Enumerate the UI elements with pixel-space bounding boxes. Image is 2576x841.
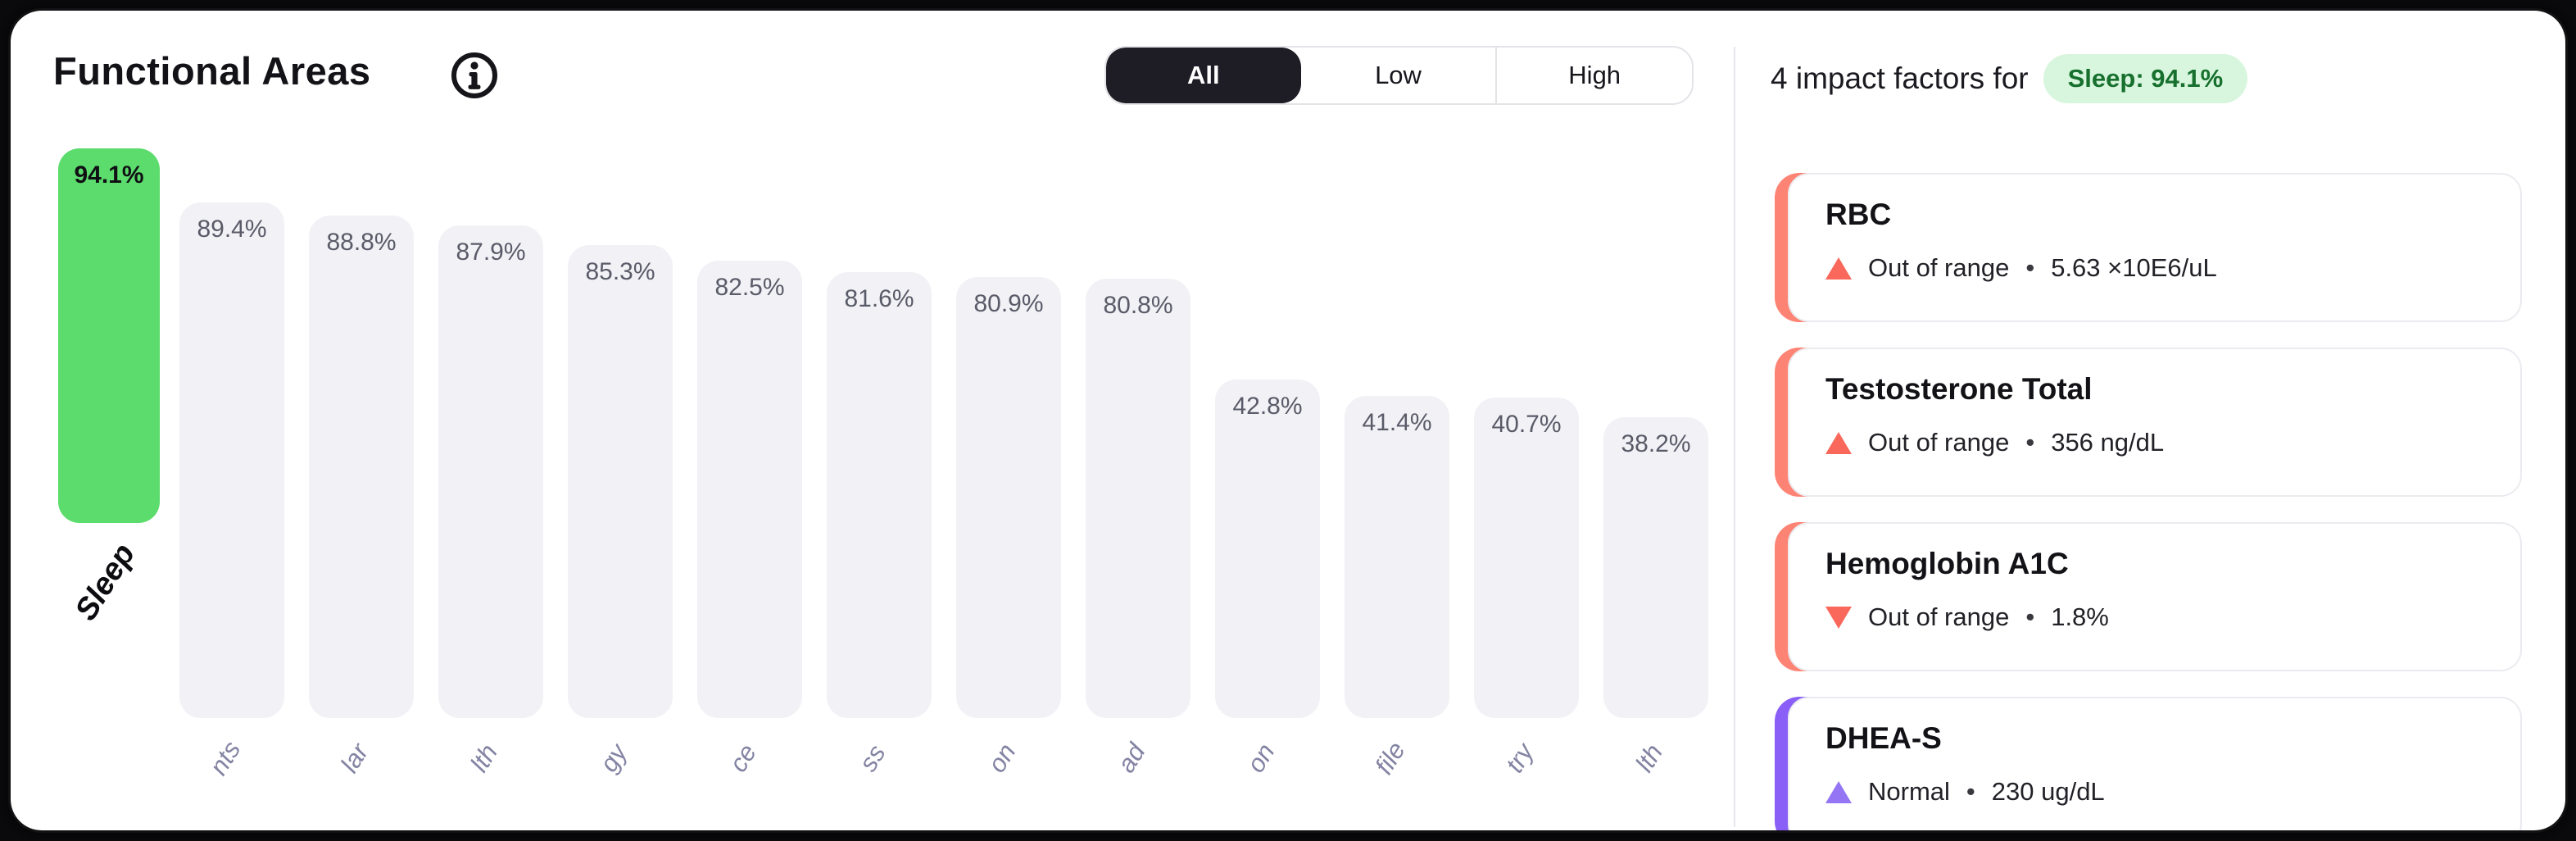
factor-status: Out of range bbox=[1868, 428, 2010, 457]
bar-value-label: 87.9% bbox=[456, 239, 526, 266]
bar-value-label: 40.7% bbox=[1491, 411, 1562, 438]
bar-value-label: 80.8% bbox=[1103, 292, 1173, 319]
impact-factor-card-testosterone-total[interactable]: Testosterone Total Out of range • 356 ng/dL bbox=[1775, 348, 2522, 497]
bar-lth[interactable]: 87.9% bbox=[438, 225, 543, 718]
factor-name: RBC bbox=[1825, 198, 1892, 231]
bar-value-label: 94.1% bbox=[74, 161, 144, 189]
triangle-up-icon bbox=[1825, 780, 1852, 803]
page-title: Functional Areas bbox=[53, 49, 371, 93]
selected-area-badge: Sleep: 94.1% bbox=[2043, 54, 2248, 103]
bar-category-label: on bbox=[1240, 738, 1281, 778]
impact-factor-card-hemoglobin-a1c[interactable]: Hemoglobin A1C Out of range • 1.8% bbox=[1775, 522, 2522, 671]
bar-category-label: gy bbox=[594, 739, 633, 777]
impact-factor-card-body: RBC Out of range • 5.63 ×10E6/uL bbox=[1788, 173, 2522, 322]
bullet-separator: • bbox=[2025, 602, 2035, 631]
vertical-divider bbox=[1734, 47, 1735, 827]
bar-file[interactable]: 41.4% bbox=[1345, 396, 1449, 718]
main-panel: Functional Areas All Low High 94.1% Sleep 89… bbox=[11, 11, 2565, 830]
bar-ad[interactable]: 80.8% bbox=[1086, 279, 1190, 718]
factor-name: Testosterone Total bbox=[1825, 372, 2093, 406]
bar-value-label: 42.8% bbox=[1232, 393, 1303, 420]
factor-status: Out of range bbox=[1868, 602, 2010, 631]
bar-lar[interactable]: 88.8% bbox=[309, 216, 414, 718]
bar-category-label: ce bbox=[723, 739, 763, 777]
bar-category-label: ss bbox=[853, 739, 891, 777]
bar-category-label: nts bbox=[203, 735, 247, 780]
bar-gy[interactable]: 85.3% bbox=[568, 245, 673, 718]
bar-value-label: 89.4% bbox=[197, 216, 267, 243]
info-icon[interactable] bbox=[451, 52, 498, 99]
bar-category-label: lar bbox=[334, 738, 374, 778]
impact-factor-card-rbc[interactable]: RBC Out of range • 5.63 ×10E6/uL bbox=[1775, 173, 2522, 322]
factor-value: 230 ug/dL bbox=[1991, 777, 2105, 806]
triangle-up-icon bbox=[1825, 257, 1852, 280]
factor-status-row: Normal • 230 ug/dL bbox=[1825, 777, 2520, 807]
impact-panel-heading: 4 impact factors for Sleep: 94.1% bbox=[1771, 53, 2248, 104]
bar-on[interactable]: 80.9% bbox=[956, 277, 1061, 718]
toggle-option-all[interactable]: All bbox=[1106, 48, 1301, 103]
toggle-option-low[interactable]: Low bbox=[1300, 48, 1498, 103]
bar-value-label: 80.9% bbox=[973, 290, 1044, 317]
factor-status-row: Out of range • 1.8% bbox=[1825, 602, 2520, 632]
factor-status-row: Out of range • 5.63 ×10E6/uL bbox=[1825, 253, 2520, 283]
bar-value-label: 81.6% bbox=[844, 285, 914, 312]
bar-nts[interactable]: 89.4% bbox=[179, 202, 284, 718]
factor-value: 5.63 ×10E6/uL bbox=[2051, 253, 2217, 282]
bar-category-label: lth bbox=[465, 739, 504, 777]
impact-factor-card-dhea-s[interactable]: DHEA-S Normal • 230 ug/dL bbox=[1775, 697, 2522, 830]
bar-value-label: 38.2% bbox=[1621, 430, 1691, 457]
factor-name: DHEA-S bbox=[1825, 721, 1942, 755]
factor-status: Normal bbox=[1868, 777, 1950, 806]
factor-value: 1.8% bbox=[2051, 602, 2109, 631]
toggle-option-high[interactable]: High bbox=[1497, 48, 1692, 103]
impact-factor-card-body: Hemoglobin A1C Out of range • 1.8% bbox=[1788, 522, 2522, 671]
bar-category-label: on bbox=[982, 738, 1022, 778]
bar-category-label: try bbox=[1499, 738, 1540, 778]
bar-value-label: 82.5% bbox=[714, 274, 785, 301]
bullet-separator: • bbox=[2025, 253, 2035, 282]
factor-status-row: Out of range • 356 ng/dL bbox=[1825, 428, 2520, 457]
bar-category-label: lth bbox=[1630, 739, 1669, 777]
range-filter-toggle: All Low High bbox=[1104, 46, 1694, 105]
impact-factor-card-body: DHEA-S Normal • 230 ug/dL bbox=[1788, 697, 2522, 830]
bar-category-label: file bbox=[1369, 736, 1411, 780]
bullet-separator: • bbox=[2025, 428, 2035, 457]
triangle-up-icon bbox=[1825, 431, 1852, 454]
bar-try[interactable]: 40.7% bbox=[1474, 398, 1579, 718]
bar-value-label: 85.3% bbox=[585, 258, 655, 285]
bar-lth[interactable]: 38.2% bbox=[1603, 417, 1708, 718]
bar-value-label: 88.8% bbox=[326, 229, 397, 256]
bar-category-label: ad bbox=[1111, 738, 1151, 778]
bullet-separator: • bbox=[1966, 777, 1975, 806]
factor-value: 356 ng/dL bbox=[2051, 428, 2165, 457]
impact-heading-text: 4 impact factors for bbox=[1771, 61, 2029, 95]
bar-value-label: 41.4% bbox=[1362, 409, 1432, 436]
bar-category-label: Sleep bbox=[68, 538, 143, 627]
impact-factor-card-body: Testosterone Total Out of range • 356 ng/dL bbox=[1788, 348, 2522, 497]
bar-ce[interactable]: 82.5% bbox=[697, 261, 802, 718]
bar-ss[interactable]: 81.6% bbox=[827, 272, 932, 718]
bar-on[interactable]: 42.8% bbox=[1215, 380, 1320, 718]
functional-areas-bar-chart: 94.1% Sleep 89.4% nts 88.8% lar 87.9% lth 85.3% g… bbox=[11, 11, 1731, 830]
factor-status: Out of range bbox=[1868, 253, 2010, 282]
factor-name: Hemoglobin A1C bbox=[1825, 547, 2069, 580]
bar-sleep[interactable]: 94.1% bbox=[58, 148, 160, 523]
triangle-down-icon bbox=[1825, 606, 1852, 629]
